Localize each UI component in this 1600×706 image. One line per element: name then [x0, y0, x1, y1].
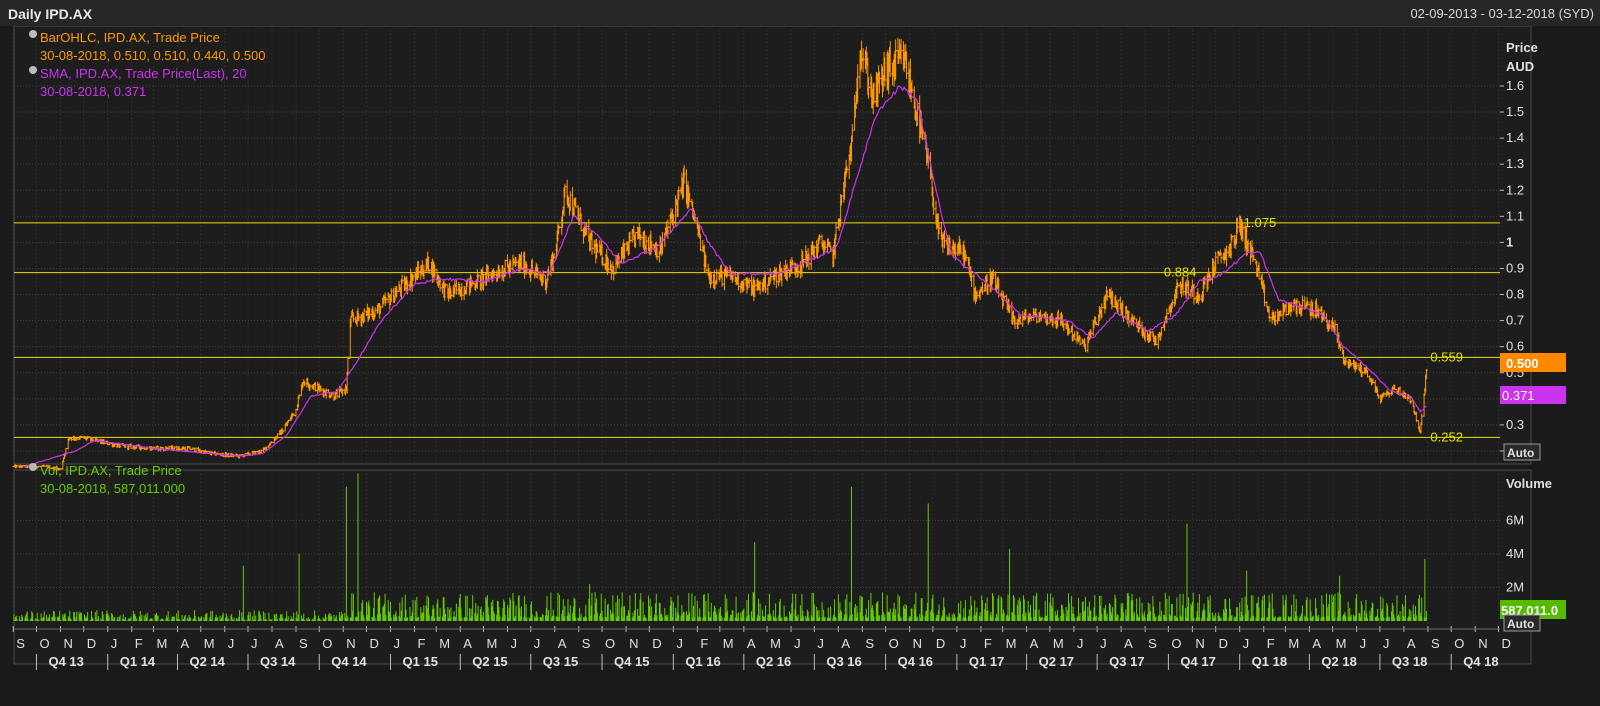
chart-title: Daily IPD.AX — [8, 6, 93, 22]
volume-series — [13, 473, 1427, 621]
level-label: 0.884 — [1164, 265, 1197, 280]
horizontal-levels[interactable]: 1.075 0.884 0.559 0.252 — [14, 215, 1500, 445]
level-label: 1.075 — [1244, 215, 1277, 230]
title-bar: Daily IPD.AX 02-09-2013 - 03-12-2018 (SY… — [0, 0, 1600, 27]
volume-panel[interactable] — [13, 469, 1532, 665]
sma-series — [23, 85, 1427, 468]
sma-line — [23, 85, 1427, 468]
date-range: 02-09-2013 - 03-12-2018 (SYD) — [1410, 6, 1594, 21]
level-label: 0.252 — [1430, 429, 1463, 444]
level-label: 0.559 — [1430, 349, 1463, 364]
price-panel[interactable] — [13, 26, 1532, 465]
